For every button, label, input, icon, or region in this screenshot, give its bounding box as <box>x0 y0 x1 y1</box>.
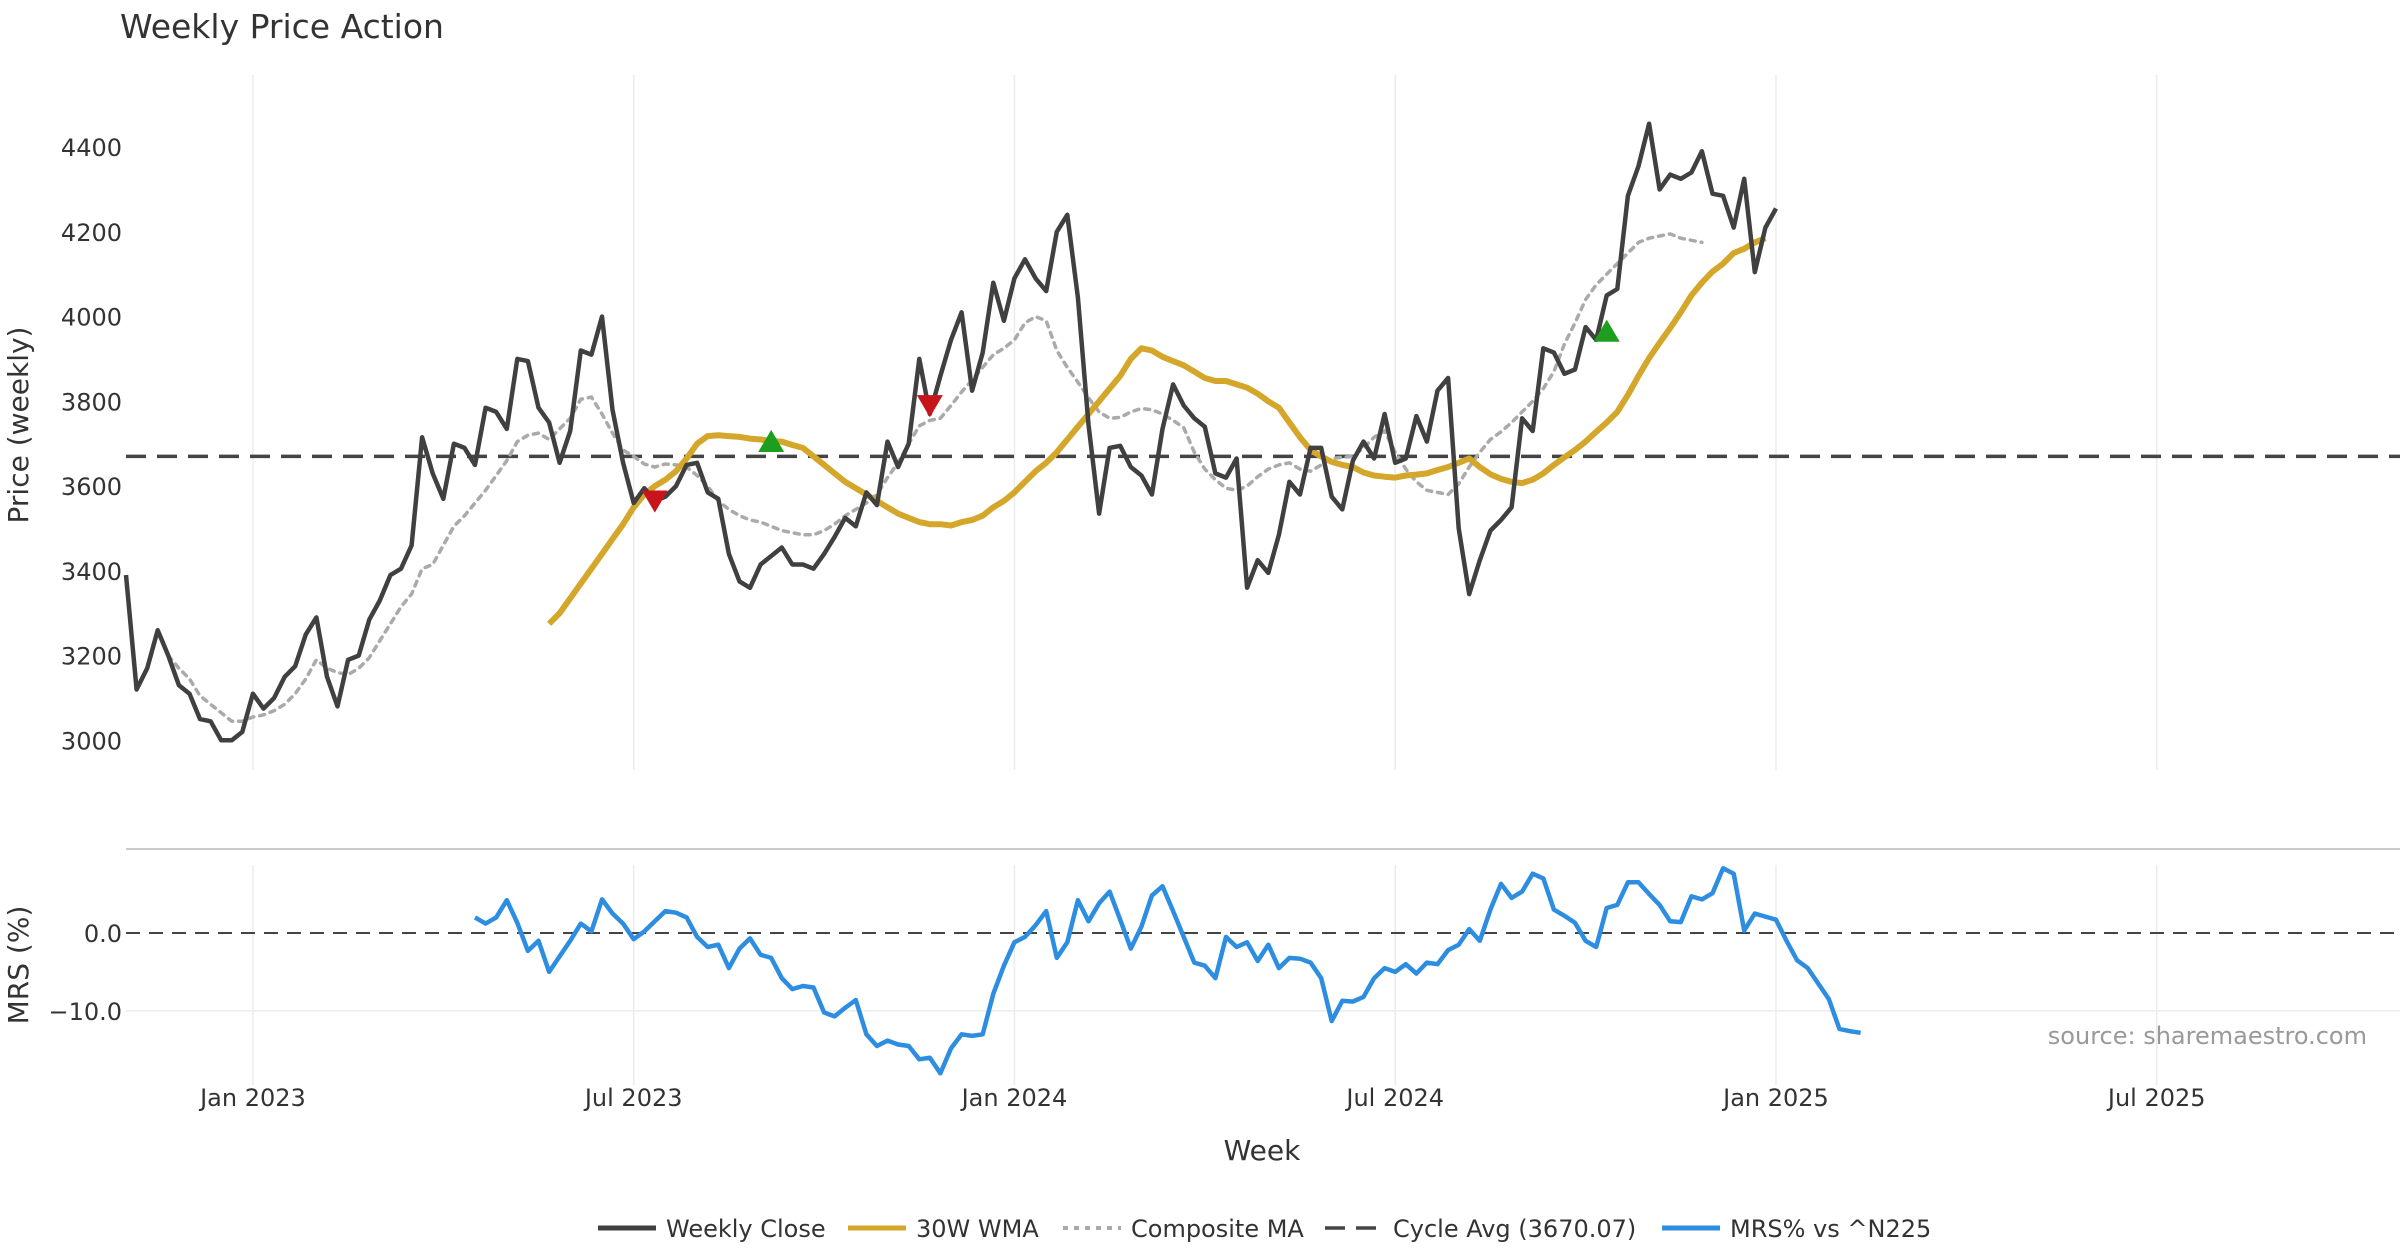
price-plot <box>123 121 2400 743</box>
composite-ma-line <box>166 232 1704 724</box>
mrs-plot <box>126 866 2400 1076</box>
source-annotation: source: sharemaestro.com <box>2048 1022 2367 1050</box>
mrs-y-tick-label: 0.0 <box>84 920 122 948</box>
price-grid <box>252 75 2158 770</box>
buy-signal-marker-1 <box>758 429 785 452</box>
buy-signal-marker-3 <box>1593 319 1620 342</box>
x-tick-label: Jan 2024 <box>960 1084 1068 1112</box>
price-y-axis-label: Price (weekly) <box>2 327 35 524</box>
price-y-tick-label: 3800 <box>61 388 122 416</box>
mrs-grid <box>126 865 2400 1085</box>
legend-label: 30W WMA <box>916 1215 1039 1243</box>
legend: Weekly Close 30W WMA Composite MA Cycle Avg… <box>598 1215 1931 1243</box>
price-y-axis: 3000 3200 3400 3600 3800 4000 4200 4400 <box>61 134 122 755</box>
sell-signal-marker-0 <box>641 490 668 513</box>
sell-signal-marker-2 <box>916 395 943 418</box>
mrs-line <box>473 866 1861 1076</box>
legend-label: Composite MA <box>1131 1215 1304 1243</box>
weekly-close-line <box>123 121 1778 743</box>
mrs-y-axis: 0.0 −10.0 <box>48 920 122 1026</box>
price-y-tick-label: 4000 <box>61 304 122 332</box>
mrs-y-axis-label: MRS (%) <box>2 906 35 1025</box>
x-tick-label: Jul 2024 <box>1344 1084 1444 1112</box>
legend-label: Weekly Close <box>666 1215 826 1243</box>
wma-30w-line <box>546 235 1767 626</box>
x-tick-label: Jan 2023 <box>198 1084 306 1112</box>
price-y-tick-label: 3000 <box>61 727 122 755</box>
price-y-tick-label: 4200 <box>61 219 122 247</box>
price-y-tick-label: 4400 <box>61 134 122 162</box>
chart-title: Weekly Price Action <box>120 7 444 46</box>
x-axis-label: Week <box>1224 1134 1301 1167</box>
x-tick-label: Jan 2025 <box>1721 1084 1829 1112</box>
x-axis: Jan 2023 Jul 2023 Jan 2024 Jul 2024 Jan 2025… <box>198 1084 2206 1112</box>
legend-label: Cycle Avg (3670.07) <box>1393 1215 1636 1243</box>
x-tick-label: Jul 2023 <box>583 1084 683 1112</box>
x-tick-label: Jul 2025 <box>2106 1084 2206 1112</box>
legend-label: MRS% vs ^N225 <box>1730 1215 1931 1243</box>
price-y-tick-label: 3600 <box>61 473 122 501</box>
price-y-tick-label: 3400 <box>61 558 122 586</box>
mrs-y-tick-label: −10.0 <box>48 998 122 1026</box>
price-y-tick-label: 3200 <box>61 643 122 671</box>
